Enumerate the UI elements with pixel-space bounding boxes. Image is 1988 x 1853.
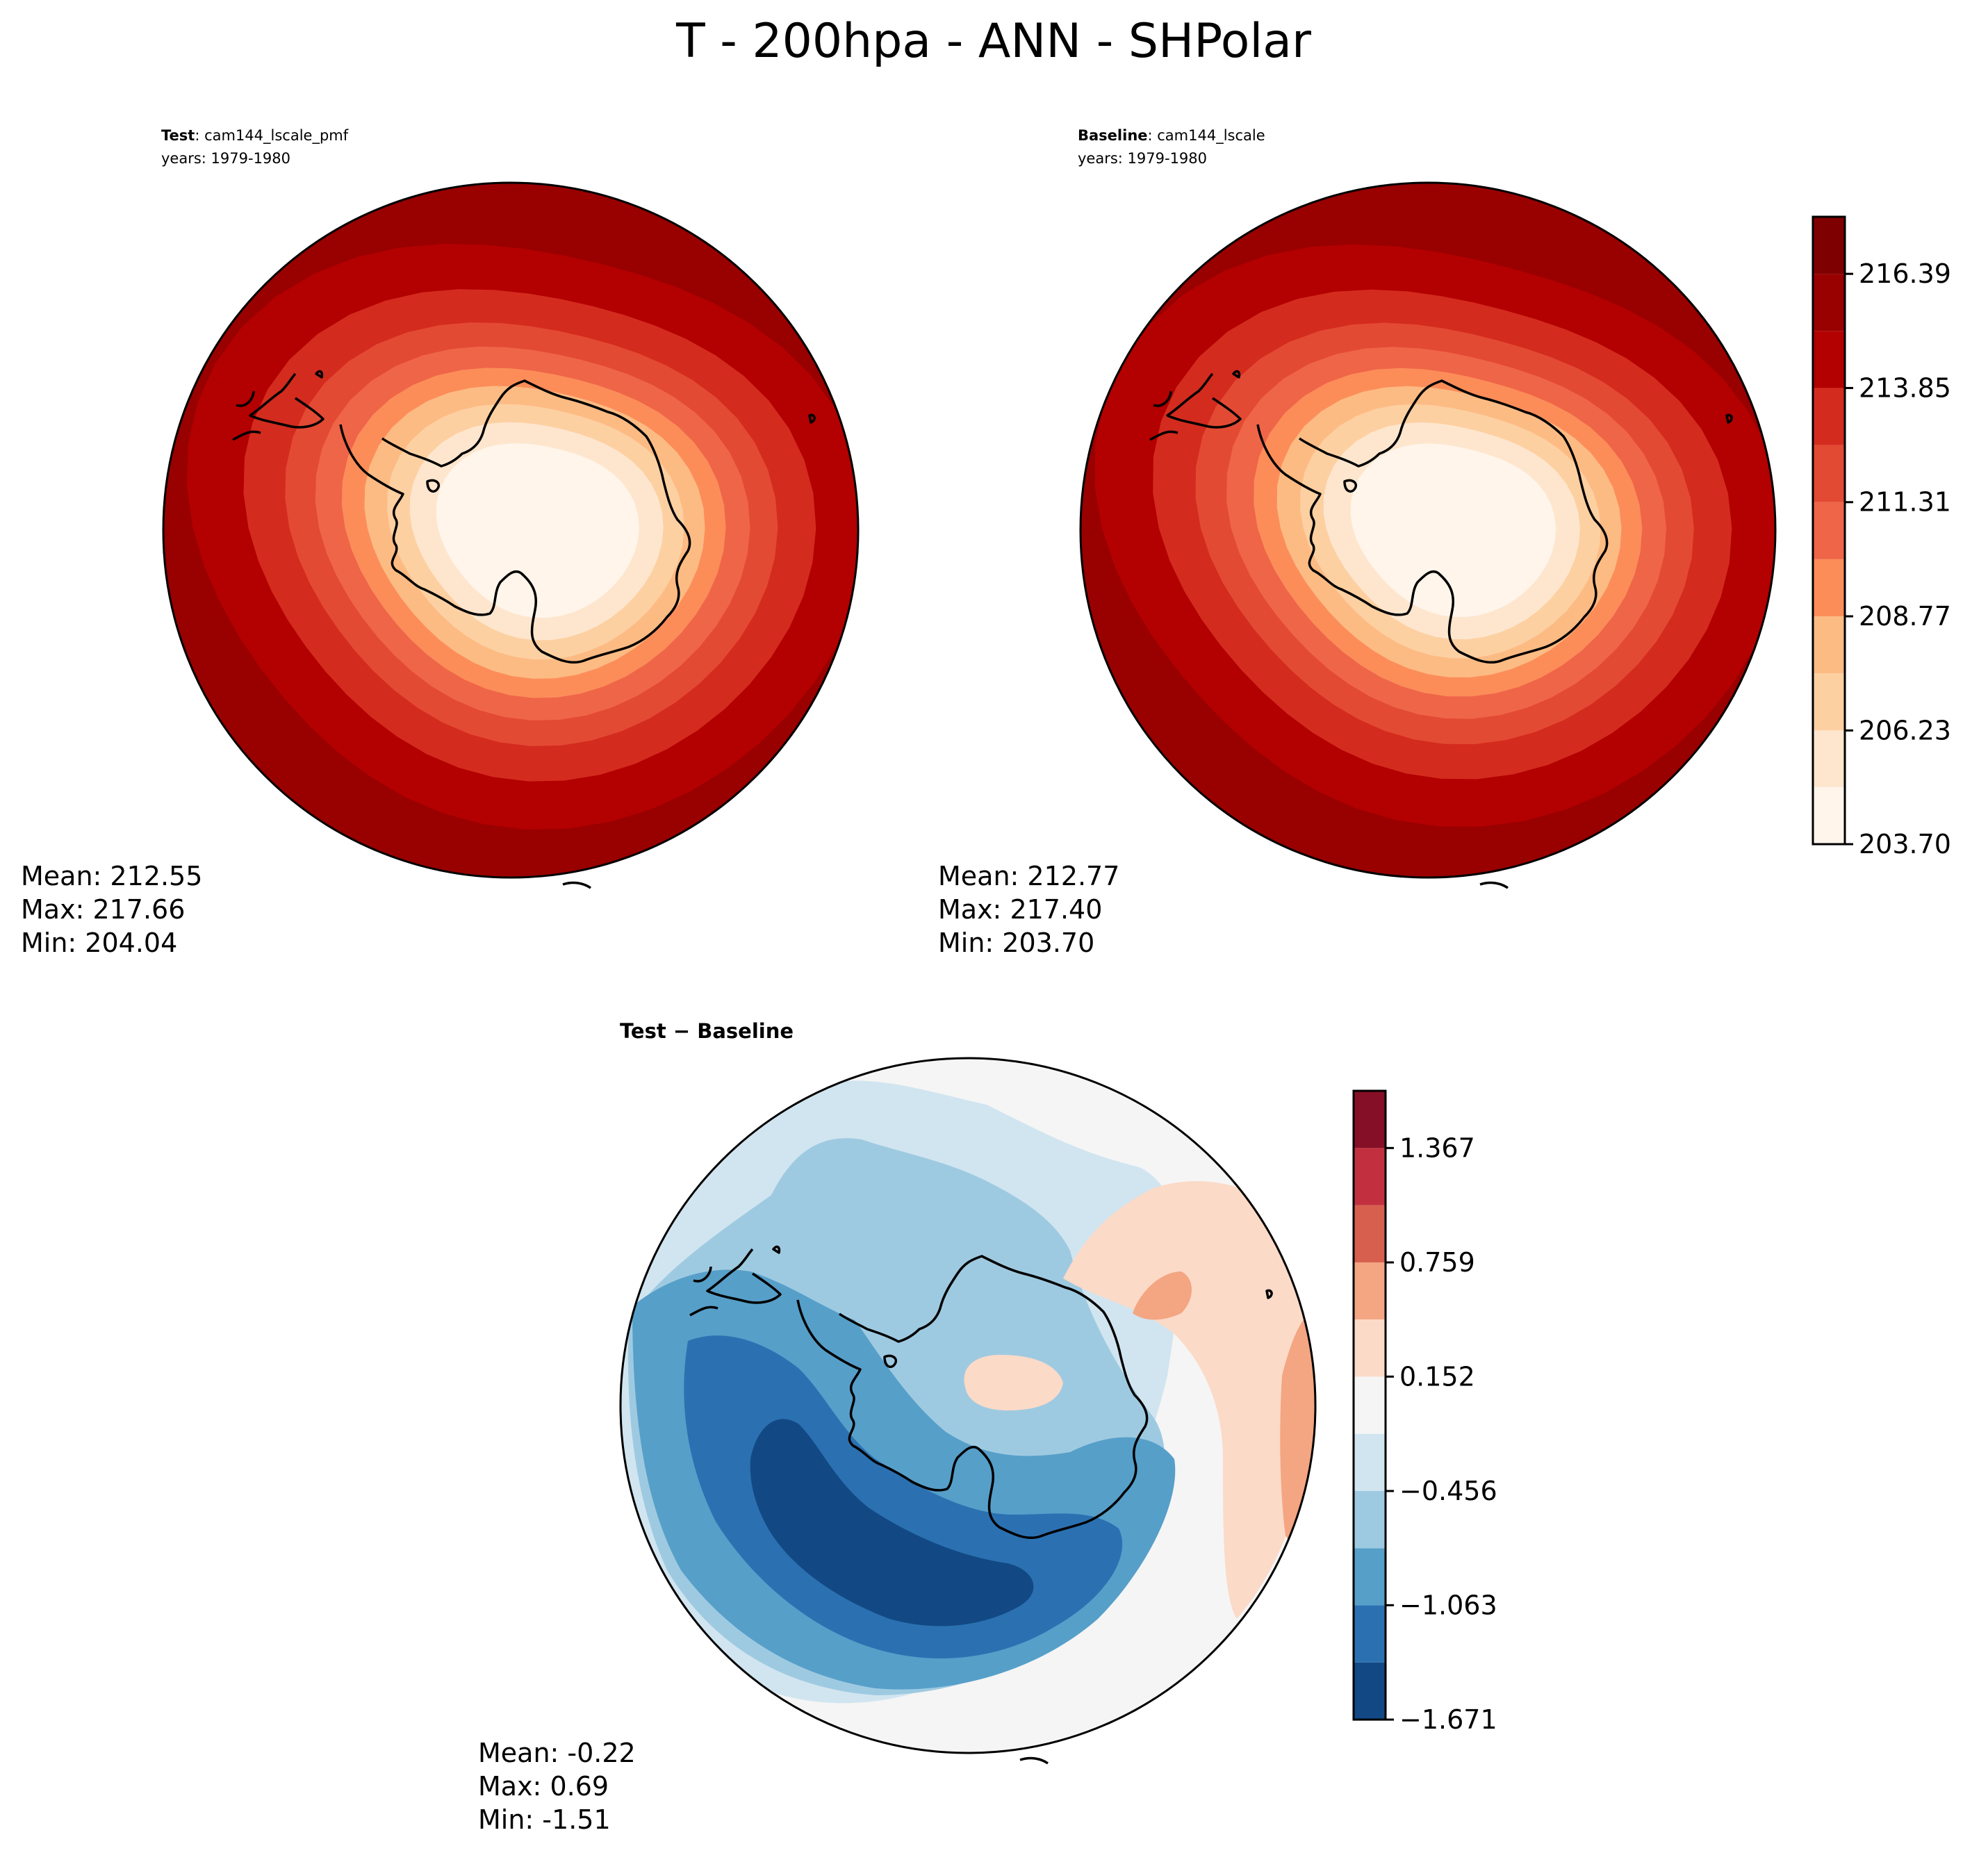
stat-baseline-mean: Mean: 212.77	[938, 861, 1119, 891]
colorbar-main-tick-label-0: 203.70	[1859, 829, 1951, 859]
stat-baseline-min: Min: 203.70	[938, 928, 1094, 958]
colorbar-main-band-10	[1813, 217, 1845, 274]
colorbar-diff-bands	[1354, 1091, 1386, 1720]
colorbar-main-band-7	[1813, 388, 1845, 445]
colorbar-main-band-8	[1813, 331, 1845, 388]
stat-test-min: Min: 204.04	[21, 928, 177, 958]
contour-band-test-0	[436, 443, 639, 618]
stat-test-mean: Mean: 212.55	[21, 861, 202, 891]
diff-fill-pale-red-center	[964, 1355, 1063, 1410]
colorbar-main-tick-label-4: 213.85	[1859, 372, 1951, 403]
figure-title: T - 200hpa - ANN - SHPolar	[675, 14, 1311, 69]
panel-difference: Test − Baseline Mean: -0.22 Max: 0.69 Mi…	[478, 1019, 1317, 1835]
map-difference-boundary	[619, 1057, 1317, 1754]
map-difference	[621, 1058, 1315, 1753]
panel-test-label-rest: : cam144_lscale_pmf	[195, 127, 348, 145]
diff-fill-darkest-blue	[750, 1419, 1034, 1626]
colorbar-main-tick-label-3: 211.31	[1859, 487, 1951, 518]
colorbar-diff-ticks: −1.671 −1.063 −0.456 0.152 0.759 1.367	[1386, 1133, 1497, 1735]
colorbar-diff-frame	[1352, 1089, 1387, 1721]
diff-fill-pale-red-east	[1063, 1181, 1315, 1619]
colorbar-diff-tick-label-3: 0.152	[1399, 1361, 1475, 1392]
colorbar-diff-tick-label-4: 0.759	[1399, 1247, 1475, 1278]
panel-baseline-label-bold: Baseline	[1078, 127, 1148, 144]
coastline-test	[232, 370, 816, 889]
panel-baseline-label: Baseline: cam144_lscale	[1078, 127, 1265, 145]
colorbar-main: 203.70 206.23 208.77 211.31 213.85 216.39	[1812, 215, 1951, 859]
colorbar-diff-band-0	[1354, 1662, 1386, 1720]
colorbar-main-band-9	[1813, 274, 1845, 331]
colorbar-diff-band-6	[1354, 1319, 1386, 1377]
colorbar-main-tick-label-1: 206.23	[1859, 715, 1951, 746]
stat-difference-mean: Mean: -0.22	[478, 1738, 636, 1768]
colorbar-diff-tick-label-2: −0.456	[1399, 1476, 1497, 1506]
panel-difference-label: Test − Baseline	[620, 1019, 794, 1043]
map-baseline-boundary	[1079, 181, 1777, 879]
colorbar-main-band-3	[1813, 616, 1845, 674]
stat-test-max: Max: 217.66	[21, 894, 185, 925]
colorbar-main-tick-label-2: 208.77	[1859, 601, 1951, 632]
panel-difference-label-rest: − Baseline	[666, 1019, 794, 1043]
colorbar-main-band-5	[1813, 502, 1845, 559]
panel-difference-label-bold: Test	[620, 1019, 666, 1043]
stat-baseline-max: Max: 217.40	[938, 894, 1102, 925]
panel-baseline-years: years: 1979-1980	[1078, 150, 1207, 167]
stat-difference-min: Min: -1.51	[478, 1804, 611, 1835]
colorbar-main-frame	[1812, 215, 1846, 846]
colorbar-diff-tick-label-0: −1.671	[1399, 1704, 1497, 1735]
colorbar-diff-band-4	[1354, 1433, 1386, 1491]
stat-difference-max: Max: 0.69	[478, 1771, 609, 1802]
colorbar-diff-band-1	[1354, 1605, 1386, 1663]
panel-test-label: Test: cam144_lscale_pmf	[161, 127, 349, 145]
colorbar-main-band-6	[1813, 445, 1845, 502]
panel-test-label-bold: Test	[161, 127, 195, 144]
colorbar-diff-band-2	[1354, 1548, 1386, 1606]
contour-band-baseline-0	[1350, 443, 1556, 618]
colorbar-diff-band-5	[1354, 1376, 1386, 1434]
colorbar-main-band-0	[1813, 787, 1845, 844]
colorbar-diff-tick-label-5: 1.367	[1399, 1133, 1475, 1163]
colorbar-diff-band-10	[1354, 1091, 1386, 1148]
colorbar-diff-tick-label-1: −1.063	[1399, 1590, 1497, 1620]
colorbar-main-band-2	[1813, 673, 1845, 731]
colorbar-diff-band-3	[1354, 1490, 1386, 1549]
colorbar-main-tick-label-5: 216.39	[1859, 258, 1951, 289]
colorbar-main-bands	[1813, 217, 1845, 844]
diff-fill-salmon-blob	[1133, 1271, 1192, 1320]
colorbar-diff-band-8	[1354, 1205, 1386, 1262]
panel-test-years: years: 1979-1980	[161, 150, 290, 167]
colorbar-diff-band-7	[1354, 1262, 1386, 1320]
colorbar-main-ticks: 203.70 206.23 208.77 211.31 213.85 216.39	[1845, 258, 1951, 859]
map-test-boundary	[162, 181, 860, 879]
colorbar-diff: −1.671 −1.063 −0.456 0.152 0.759 1.367	[1352, 1089, 1497, 1735]
colorbar-main-band-1	[1813, 730, 1845, 787]
panel-baseline-label-rest: : cam144_lscale	[1148, 127, 1265, 145]
colorbar-main-band-4	[1813, 559, 1845, 617]
colorbar-diff-band-9	[1354, 1148, 1386, 1205]
